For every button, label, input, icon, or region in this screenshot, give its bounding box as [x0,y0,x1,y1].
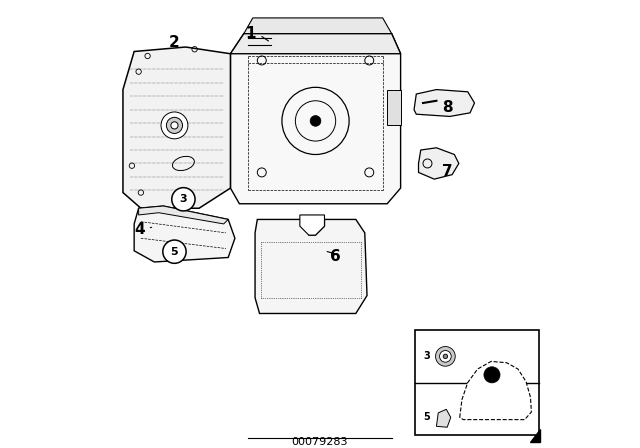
Circle shape [161,112,188,139]
Polygon shape [139,206,228,224]
Polygon shape [460,362,531,420]
Circle shape [443,354,447,358]
Bar [415,330,540,435]
Circle shape [310,116,321,126]
Text: 7: 7 [442,164,453,179]
Polygon shape [134,206,235,262]
Circle shape [484,367,500,383]
Text: 2: 2 [169,35,180,50]
Polygon shape [387,90,401,125]
Text: 8: 8 [442,100,453,115]
Polygon shape [531,429,540,443]
Text: 6: 6 [330,249,341,264]
Text: 3: 3 [423,351,429,362]
Text: 3: 3 [180,194,188,204]
Polygon shape [230,34,401,54]
Text: 5: 5 [423,412,429,422]
Text: 1: 1 [245,26,256,41]
Polygon shape [414,90,474,116]
Polygon shape [244,18,392,34]
Polygon shape [230,34,401,204]
Circle shape [436,346,455,366]
Circle shape [171,122,178,129]
Polygon shape [123,47,230,208]
Circle shape [166,117,182,134]
Polygon shape [300,215,324,235]
Circle shape [163,240,186,263]
Polygon shape [255,220,367,314]
Circle shape [440,350,451,362]
Polygon shape [436,409,451,427]
Text: 00079283: 00079283 [292,436,348,447]
Polygon shape [419,148,459,179]
Circle shape [172,188,195,211]
Text: 5: 5 [171,247,179,257]
Text: 4: 4 [134,222,145,237]
